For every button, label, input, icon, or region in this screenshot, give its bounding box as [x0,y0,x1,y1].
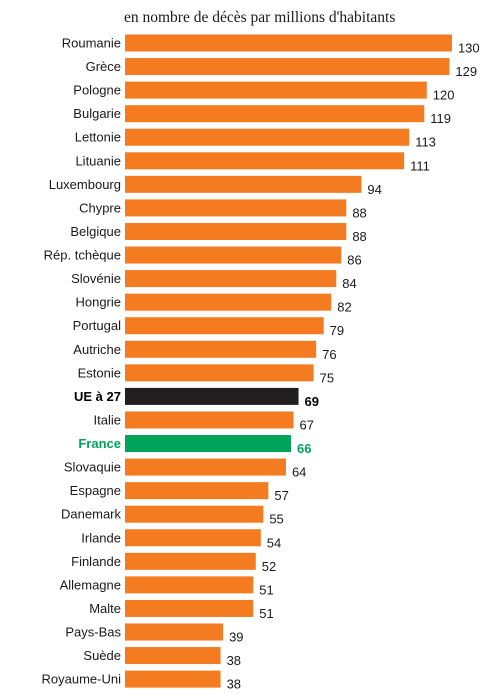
chart-subtitle: en nombre de décès par millions d'habita… [124,9,395,26]
bar-malte [125,599,254,617]
value-label-slovaquie: 64 [292,465,306,480]
category-label-chypre: Chypre [79,200,121,215]
bar-estonie [125,364,314,382]
value-label-lettonie: 113 [415,135,436,150]
bar-france [125,435,291,453]
bar-allemagne [125,576,254,594]
value-label-lituanie: 111 [410,158,430,173]
category-label-pays-bas: Pays-Bas [65,625,121,640]
category-label-bulgarie: Bulgarie [73,106,121,121]
bar-chypre [125,199,347,217]
category-label-slovenie: Slovénie [71,271,121,286]
bar-irlande [125,529,261,547]
bar-italie [125,411,294,429]
category-label-france: France [78,436,121,451]
category-label-irlande: Irlande [81,530,121,545]
value-label-portugal: 79 [330,323,344,338]
category-label-lettonie: Lettonie [75,130,121,145]
value-label-bulgarie: 119 [430,111,451,126]
value-label-autriche: 76 [322,347,336,362]
category-label-allemagne: Allemagne [60,577,121,592]
bar-royaume-uni [125,670,221,688]
bar-finlande [125,552,256,570]
bar-belgique [125,222,347,240]
value-label-pologne: 120 [433,88,455,103]
category-label-roumanie: Roumanie [62,36,121,51]
bar-hongrie [125,293,332,311]
value-label-pays-bas: 39 [229,630,243,645]
value-label-roumanie: 130 [458,41,480,56]
category-label-espagne: Espagne [70,483,121,498]
category-label-malte: Malte [89,601,121,616]
bar-danemark [125,505,264,523]
category-label-finlande: Finlande [71,554,121,569]
category-label-danemark: Danemark [61,507,121,522]
category-label-autriche: Autriche [73,342,121,357]
value-label-finlande: 52 [262,559,276,574]
bar-grece [125,58,450,76]
value-label-estonie: 75 [320,370,334,385]
value-label-slovenie: 84 [342,276,356,291]
bar-lettonie [125,128,410,146]
bar-slovaquie [125,458,286,476]
category-label-italie: Italie [94,412,121,427]
category-label-estonie: Estonie [78,365,121,380]
value-label-hongrie: 82 [337,300,351,315]
category-label-luxembourg: Luxembourg [49,177,121,192]
value-label-rep-tcheque: 86 [347,253,361,268]
category-label-rep-tcheque: Rép. tchèque [44,248,121,263]
bar-portugal [125,317,324,335]
value-label-malte: 51 [259,606,273,621]
bar-pays-bas [125,623,224,641]
bar-espagne [125,482,269,500]
value-label-chypre: 88 [352,205,366,220]
value-label-belgique: 88 [352,229,366,244]
category-label-hongrie: Hongrie [75,295,121,310]
bars-group: Roumanie 130 Grèce 129 Pologne 120 Bulgarie 119… [42,34,480,692]
category-label-suede: Suède [83,648,121,663]
value-label-ue-a-27: 69 [305,394,319,409]
value-label-luxembourg: 94 [367,182,381,197]
category-label-royaume-uni: Royaume-Uni [42,672,122,687]
value-label-grece: 129 [455,64,477,79]
category-label-portugal: Portugal [73,318,122,333]
bar-bulgarie [125,105,425,123]
value-label-danemark: 55 [269,512,283,527]
bar-ue-a-27 [125,387,299,405]
value-label-allemagne: 51 [259,582,273,597]
value-label-italie: 67 [300,417,314,432]
bar-lituanie [125,152,405,170]
category-label-slovaquie: Slovaquie [64,460,121,475]
value-label-espagne: 57 [274,488,288,503]
category-label-belgique: Belgique [70,224,121,239]
bar-pologne [125,81,427,99]
category-label-lituanie: Lituanie [75,153,121,168]
value-label-france: 66 [297,441,311,456]
category-label-pologne: Pologne [73,83,121,98]
bar-suede [125,647,221,665]
value-label-royaume-uni: 38 [227,677,241,692]
bar-rep-tcheque [125,246,342,264]
value-label-irlande: 54 [267,535,281,550]
bar-luxembourg [125,175,362,193]
bar-autriche [125,340,317,358]
bar-roumanie [125,34,452,52]
category-label-grece: Grèce [86,59,121,74]
category-label-ue-a-27: UE à 27 [74,389,121,404]
value-label-suede: 38 [227,653,241,668]
bar-slovenie [125,270,337,288]
